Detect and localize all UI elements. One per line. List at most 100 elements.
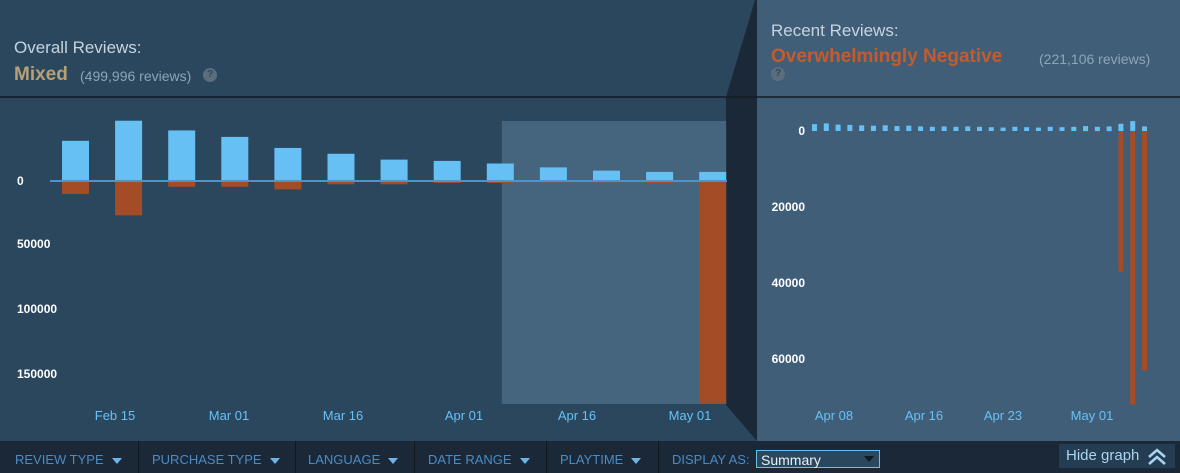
recent-chart: 0 20000 40000 60000 Apr 08 Apr 16 Apr 23 May 01 — [772, 121, 1147, 423]
negative-bar — [168, 181, 196, 187]
x-tick-label: Apr 16 — [905, 408, 943, 423]
positive-bar — [918, 126, 924, 131]
negative-bar — [1094, 131, 1100, 132]
positive-bar — [847, 124, 853, 131]
x-tick-label: Feb 15 — [95, 408, 135, 423]
double-chevron-up-icon — [1148, 448, 1166, 465]
x-tick-label: Mar 16 — [323, 408, 363, 423]
negative-bar — [1142, 131, 1147, 371]
chevron-down-icon — [269, 457, 280, 464]
display-as-value: Summary — [761, 452, 821, 468]
positive-bar — [1059, 127, 1065, 131]
negative-bar — [646, 181, 674, 184]
positive-bar — [929, 126, 935, 131]
positive-bar — [1047, 126, 1053, 131]
recent-reviews-title: Recent Reviews: — [771, 21, 899, 40]
chevron-down-icon — [111, 457, 122, 464]
positive-bar — [221, 136, 249, 181]
y-tick-label: 60000 — [772, 352, 806, 366]
purchase-type-filter[interactable]: PURCHASE TYPE — [152, 449, 280, 471]
positive-bar — [1024, 127, 1030, 131]
negative-bar — [1118, 131, 1124, 272]
positive-bar — [1012, 126, 1018, 131]
chevron-down-icon — [864, 456, 874, 462]
hide-graph-button[interactable]: Hide graph — [1059, 444, 1175, 468]
x-tick-label: Apr 23 — [984, 408, 1022, 423]
x-tick-label: Apr 16 — [558, 408, 596, 423]
negative-bar — [1083, 131, 1089, 133]
positive-bar — [894, 126, 900, 131]
positive-bar — [1106, 126, 1112, 131]
y-tick-label: 40000 — [772, 276, 806, 290]
overall-reviews-title: Overall Reviews: — [14, 38, 142, 57]
positive-bar — [859, 125, 865, 131]
playtime-label: PLAYTIME — [560, 452, 624, 467]
positive-bar — [1000, 127, 1006, 131]
date-range-filter[interactable]: DATE RANGE — [428, 449, 530, 471]
positive-bar — [835, 124, 841, 131]
positive-bar — [977, 126, 982, 131]
x-tick-label: May 01 — [669, 408, 712, 423]
y-tick-label: 20000 — [772, 200, 806, 214]
filter-divider — [295, 441, 296, 473]
selected-range-highlight — [501, 121, 727, 404]
recent-help-icon[interactable]: ? — [771, 67, 785, 81]
positive-bar — [539, 167, 567, 181]
positive-bar — [823, 123, 829, 131]
x-tick-label: Mar 01 — [209, 408, 249, 423]
positive-bar — [1083, 126, 1089, 131]
negative-bar — [327, 181, 355, 185]
date-range-label: DATE RANGE — [428, 452, 512, 467]
positive-bar — [906, 125, 912, 131]
positive-bar — [168, 130, 196, 181]
positive-bar — [941, 126, 947, 131]
positive-bar — [870, 125, 876, 131]
positive-bar — [433, 160, 461, 181]
recent-review-count: (221,106 reviews) — [1039, 51, 1151, 67]
negative-bar — [274, 181, 302, 190]
language-filter[interactable]: LANGUAGE — [308, 449, 399, 471]
filter-divider — [138, 441, 139, 473]
positive-bar — [593, 170, 620, 181]
positive-bar — [646, 171, 674, 181]
recent-score: Overwhelmingly Negative — [771, 46, 1003, 67]
overall-chart: 0 50000 100000 150000 Feb 15 Mar 01 Mar 16 Apr … — [17, 120, 727, 423]
y-tick-label: 0 — [17, 174, 24, 188]
positive-bar — [1071, 126, 1077, 131]
playtime-filter[interactable]: PLAYTIME — [560, 449, 642, 471]
review-type-filter[interactable]: REVIEW TYPE — [15, 449, 122, 471]
negative-bar — [115, 181, 143, 216]
negative-bar — [62, 181, 89, 194]
x-tick-label: Apr 01 — [445, 408, 483, 423]
review-type-label: REVIEW TYPE — [15, 452, 104, 467]
negative-bar — [1106, 131, 1112, 133]
negative-bar — [221, 181, 249, 187]
filter-bar-bg — [0, 441, 1180, 473]
display-as-select[interactable]: Summary — [756, 450, 880, 468]
overall-header-bg — [0, 0, 757, 97]
positive-bar — [812, 124, 817, 131]
hide-graph-label: Hide graph — [1066, 447, 1140, 464]
chevron-down-icon — [519, 457, 530, 464]
positive-bar — [882, 125, 888, 131]
positive-bar — [1035, 127, 1041, 131]
positive-bar — [380, 159, 408, 181]
overall-review-count: (499,996 reviews) — [80, 68, 192, 84]
display-as-label: DISPLAY AS: — [672, 452, 750, 467]
chevron-down-icon — [631, 457, 642, 464]
positive-bar — [1142, 126, 1147, 131]
negative-bar — [380, 181, 408, 185]
purchase-type-label: PURCHASE TYPE — [152, 452, 262, 467]
positive-bar — [1094, 126, 1100, 131]
filter-divider — [414, 441, 415, 473]
chevron-down-icon — [388, 457, 399, 464]
positive-bar — [62, 140, 89, 181]
y-tick-label: 0 — [798, 124, 805, 138]
positive-bar — [988, 127, 994, 131]
zoom-connector — [726, 0, 757, 441]
filter-divider — [546, 441, 547, 473]
overall-help-icon[interactable]: ? — [203, 68, 217, 82]
positive-bar — [486, 163, 514, 181]
x-tick-label: Apr 08 — [815, 408, 853, 423]
